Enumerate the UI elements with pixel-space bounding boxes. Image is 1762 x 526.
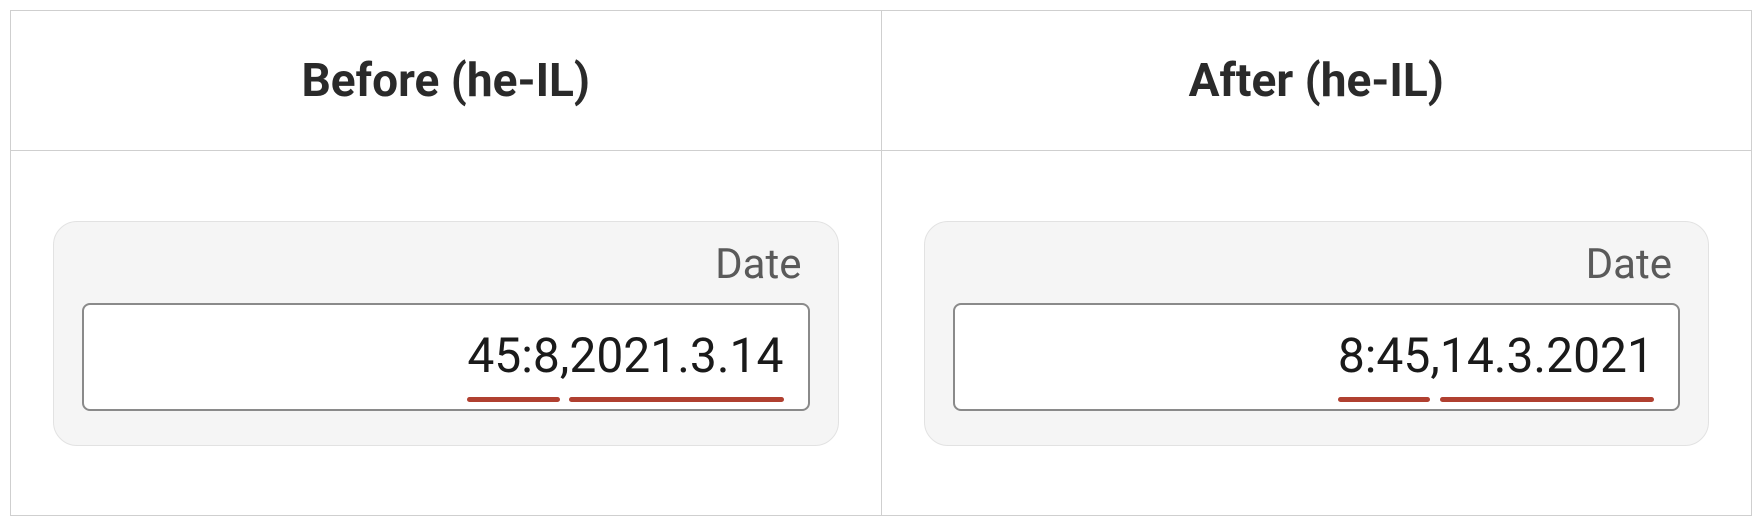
date-input-before[interactable]: 45:8 ,2021.3.14 — [82, 303, 810, 411]
date-label: Date — [82, 240, 810, 289]
date-field-card-after: Date 8:45 ,14.3.2021 — [924, 221, 1710, 446]
date-segment-separator: , — [560, 327, 569, 386]
cell-after: Date 8:45 ,14.3.2021 — [881, 151, 1752, 516]
column-header-after: After (he-IL) — [881, 11, 1752, 151]
date-field-card-before: Date 45:8 ,2021.3.14 — [53, 221, 839, 446]
date-segment-separator: , — [1430, 327, 1439, 386]
column-header-before: Before (he-IL) — [11, 11, 882, 151]
date-segment-underlined: 2021.3.14 — [569, 327, 783, 386]
date-segment-underlined: 8:45 — [1338, 327, 1431, 386]
date-input-after[interactable]: 8:45 ,14.3.2021 — [953, 303, 1681, 411]
date-label: Date — [953, 240, 1681, 289]
comparison-table: Before (he-IL) After (he-IL) Date 45:8 ,… — [10, 10, 1752, 516]
cell-before: Date 45:8 ,2021.3.14 — [11, 151, 882, 516]
date-segment-underlined: 14.3.2021 — [1440, 327, 1654, 386]
date-segment-underlined: 45:8 — [467, 327, 560, 386]
